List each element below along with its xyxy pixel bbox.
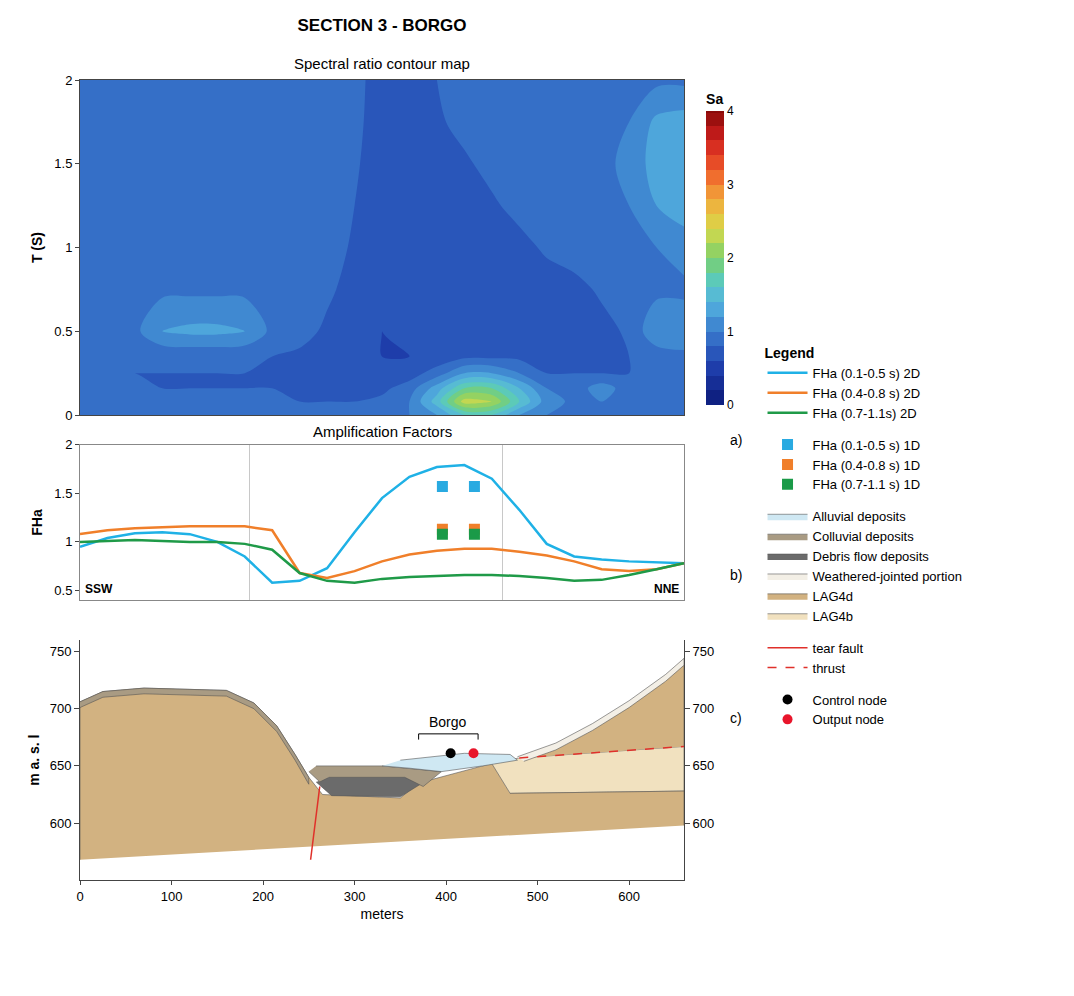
svg-text:700: 700 xyxy=(693,701,715,716)
svg-text:LAG4d: LAG4d xyxy=(813,589,853,604)
svg-text:650: 650 xyxy=(693,758,715,773)
svg-text:meters: meters xyxy=(361,906,404,922)
svg-text:750: 750 xyxy=(693,644,715,659)
svg-text:Sa: Sa xyxy=(706,91,723,107)
svg-text:1.5: 1.5 xyxy=(54,156,72,171)
svg-text:FHa (0.4-0.8 s) 2D: FHa (0.4-0.8 s) 2D xyxy=(813,386,921,401)
svg-text:FHa (0.1-0.5 s) 1D: FHa (0.1-0.5 s) 1D xyxy=(813,438,921,453)
svg-text:1: 1 xyxy=(65,240,72,255)
svg-text:Debris flow deposits: Debris flow deposits xyxy=(813,549,930,564)
svg-text:2: 2 xyxy=(65,73,72,88)
svg-text:Output node: Output node xyxy=(813,712,885,727)
svg-text:Legend: Legend xyxy=(765,345,815,361)
svg-text:a): a) xyxy=(730,432,742,448)
svg-text:FHa (0.7-1.1s) 2D: FHa (0.7-1.1s) 2D xyxy=(813,406,917,421)
svg-text:3: 3 xyxy=(727,178,734,192)
svg-text:750: 750 xyxy=(50,644,72,659)
svg-text:T (S): T (S) xyxy=(29,232,45,263)
svg-text:500: 500 xyxy=(527,889,549,904)
svg-text:b): b) xyxy=(730,567,742,583)
svg-text:thrust: thrust xyxy=(813,661,846,676)
svg-text:Alluvial deposits: Alluvial deposits xyxy=(813,509,907,524)
svg-text:600: 600 xyxy=(618,889,640,904)
svg-text:2: 2 xyxy=(65,437,72,452)
svg-text:FHa (0.1-0.5 s) 2D: FHa (0.1-0.5 s) 2D xyxy=(813,366,921,381)
svg-text:FHa (0.4-0.8 s) 1D: FHa (0.4-0.8 s) 1D xyxy=(813,458,921,473)
svg-text:600: 600 xyxy=(693,816,715,831)
svg-text:2: 2 xyxy=(727,251,734,265)
svg-text:FHa (0.7-1.1 s) 1D: FHa (0.7-1.1 s) 1D xyxy=(813,477,921,492)
svg-text:1.5: 1.5 xyxy=(54,486,72,501)
svg-text:m a. s. l: m a. s. l xyxy=(26,735,42,786)
svg-text:Borgo: Borgo xyxy=(429,714,467,730)
svg-text:600: 600 xyxy=(50,816,72,831)
svg-text:SECTION 3 - BORGO: SECTION 3 - BORGO xyxy=(297,16,466,35)
svg-text:400: 400 xyxy=(435,889,457,904)
svg-text:Weathered-jointed portion: Weathered-jointed portion xyxy=(813,569,962,584)
svg-text:0: 0 xyxy=(65,408,72,423)
svg-text:700: 700 xyxy=(50,701,72,716)
svg-text:Spectral ratio contour map: Spectral ratio contour map xyxy=(294,55,470,72)
svg-text:300: 300 xyxy=(344,889,366,904)
svg-text:650: 650 xyxy=(50,758,72,773)
svg-text:FHa: FHa xyxy=(29,509,45,536)
svg-text:c): c) xyxy=(730,710,742,726)
svg-text:Amplification Factors: Amplification Factors xyxy=(313,423,452,440)
svg-text:0.5: 0.5 xyxy=(54,324,72,339)
svg-text:Control node: Control node xyxy=(813,693,887,708)
svg-text:0: 0 xyxy=(727,398,734,412)
svg-text:4: 4 xyxy=(727,104,734,118)
svg-text:1: 1 xyxy=(65,534,72,549)
svg-text:1: 1 xyxy=(727,325,734,339)
svg-text:SSW: SSW xyxy=(85,582,113,596)
svg-text:100: 100 xyxy=(161,889,183,904)
svg-text:Colluvial deposits: Colluvial deposits xyxy=(813,529,915,544)
svg-text:tear fault: tear fault xyxy=(813,641,864,656)
svg-text:NNE: NNE xyxy=(654,582,679,596)
svg-text:200: 200 xyxy=(252,889,274,904)
svg-text:LAG4b: LAG4b xyxy=(813,609,853,624)
svg-text:0.5: 0.5 xyxy=(54,583,72,598)
svg-text:0: 0 xyxy=(76,889,83,904)
